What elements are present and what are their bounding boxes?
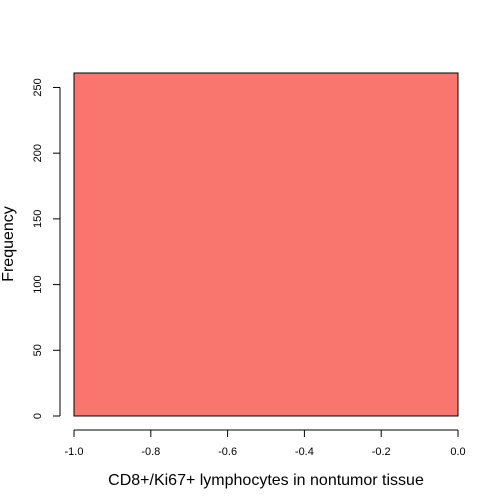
bars-layer [73,72,459,417]
y-tick-label: 100 [32,275,44,293]
x-tick-label: 0.0 [450,446,465,458]
y-tick-label: 250 [32,78,44,96]
x-tick-label: -0.2 [372,446,391,458]
y-axis: 0 50 100 150 200 250 [32,78,61,419]
y-axis-title: Frequency [0,206,17,282]
x-tick-label: -0.8 [141,446,160,458]
x-tick-label: -0.4 [295,446,314,458]
x-axis: -1.0 -0.8 -0.6 -0.4 -0.2 0.0 [65,429,466,458]
y-tick-label: 150 [32,210,44,228]
y-tick-label: 200 [32,144,44,162]
x-axis-title: CD8+/Ki67+ lymphocytes in nontumor tissu… [108,472,424,489]
histogram-bar [73,72,459,417]
y-tick-label: 50 [32,344,44,356]
y-tick-label: 0 [32,413,44,419]
x-tick-label: -1.0 [65,446,84,458]
x-tick-label: -0.6 [218,446,237,458]
